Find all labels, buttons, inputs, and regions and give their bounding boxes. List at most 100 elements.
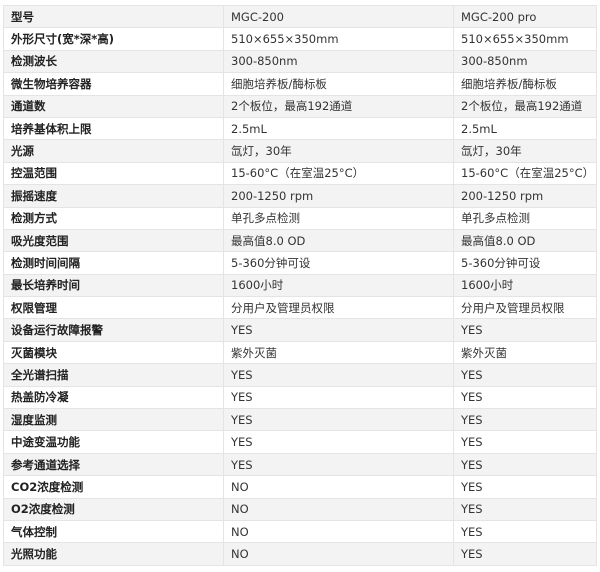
table-cell: 设备运行故障报警 [3,318,224,342]
table-row: 型号 MGC-200 MGC-200 pro [3,4,597,29]
table-cell: 型号 [3,4,224,29]
table-cell: 5-360分钟可设 [453,251,597,275]
table-cell: 细胞培养板/酶标板 [453,72,597,96]
table-cell: 15-60°C（在室温25°C） [453,161,597,186]
table-row: 检测时间间隔 5-360分钟可设 5-360分钟可设 [3,251,597,275]
table-cell: 参考通道选择 [3,452,224,477]
table-cell: 氙灯，30年 [453,139,597,163]
table-cell: 最长培养时间 [3,273,224,298]
table-cell: 气体控制 [3,519,224,544]
table-cell: 培养基体积上限 [3,116,224,141]
table-row: O2浓度检测 NO YES [3,497,597,521]
table-cell: YES [453,318,597,342]
table-cell: 单孔多点检测 [453,206,597,230]
table-row: 外形尺寸(宽*深*高) 510×655×350mm 510×655×350mm [3,27,597,51]
table-cell: 紫外灭菌 [453,340,597,365]
table-cell: YES [453,452,597,477]
table-row: 设备运行故障报警 YES YES [3,318,597,342]
table-cell: YES [223,408,454,432]
table-row: 培养基体积上限 2.5mL 2.5mL [3,116,597,141]
table-cell: 1600小时 [453,273,597,298]
table-cell: MGC-200 pro [453,4,597,29]
table-row: 光源 氙灯，30年 氙灯，30年 [3,139,597,163]
table-row: 检测波长 300-850nm 300-850nm [3,49,597,74]
table-cell: YES [453,497,597,521]
table-cell: O2浓度检测 [3,497,224,521]
table-cell: YES [453,475,597,499]
table-row: 湿度监测 YES YES [3,408,597,432]
table-cell: 单孔多点检测 [223,206,454,230]
table-cell: YES [453,542,597,566]
table-cell: 510×655×350mm [453,27,597,51]
table-cell: 通道数 [3,94,224,118]
table-row: 微生物培养容器 细胞培养板/酶标板 细胞培养板/酶标板 [3,72,597,96]
table-row: 通道数 2个板位，最高192通道 2个板位，最高192通道 [3,94,597,118]
table-row: 灭菌模块 紫外灭菌 紫外灭菌 [3,340,597,365]
table-cell: YES [223,363,454,387]
table-cell: CO2浓度检测 [3,475,224,499]
table-cell: 振摇速度 [3,184,224,208]
table-row: 控温范围 15-60°C（在室温25°C） 15-60°C（在室温25°C） [3,161,597,186]
table-cell: 微生物培养容器 [3,72,224,96]
table-row: 全光谱扫描 YES YES [3,363,597,387]
table-cell: 检测波长 [3,49,224,74]
table-cell: YES [453,430,597,454]
table-cell: 2.5mL [453,116,597,141]
table-row: 检测方式 单孔多点检测 单孔多点检测 [3,206,597,230]
table-cell: 中途变温功能 [3,430,224,454]
table-cell: 200-1250 rpm [453,184,597,208]
table-row: 参考通道选择 YES YES [3,452,597,477]
table-cell: 光照功能 [3,542,224,566]
table-cell: 控温范围 [3,161,224,186]
table-cell: 外形尺寸(宽*深*高) [3,27,224,51]
table-cell: 热盖防冷凝 [3,385,224,410]
table-cell: YES [453,408,597,432]
table-row: 权限管理 分用户及管理员权限 分用户及管理员权限 [3,296,597,320]
table-cell: YES [223,318,454,342]
table-row: 吸光度范围 最高值8.0 OD 最高值8.0 OD [3,228,597,253]
table-cell: 光源 [3,139,224,163]
table-cell: 300-850nm [453,49,597,74]
table-row: 中途变温功能 YES YES [3,430,597,454]
table-cell: 氙灯，30年 [223,139,454,163]
table-cell: 吸光度范围 [3,228,224,253]
table-row: 振摇速度 200-1250 rpm 200-1250 rpm [3,184,597,208]
table-cell: 200-1250 rpm [223,184,454,208]
table-cell: 分用户及管理员权限 [223,296,454,320]
table-cell: 细胞培养板/酶标板 [223,72,454,96]
table-cell: NO [223,497,454,521]
table-cell: 最高值8.0 OD [453,228,597,253]
table-cell: YES [453,385,597,410]
table-cell: 检测时间间隔 [3,251,224,275]
table-row: 最长培养时间 1600小时 1600小时 [3,273,597,298]
table-cell: 1600小时 [223,273,454,298]
table-cell: 2个板位，最高192通道 [223,94,454,118]
table-cell: YES [453,363,597,387]
table-cell: 全光谱扫描 [3,363,224,387]
table-cell: YES [223,430,454,454]
table-cell: 510×655×350mm [223,27,454,51]
table-row: CO2浓度检测 NO YES [3,475,597,499]
table-cell: NO [223,475,454,499]
table-row: 气体控制 NO YES [3,519,597,544]
table-cell: YES [223,385,454,410]
table-cell: NO [223,519,454,544]
table-cell: 权限管理 [3,296,224,320]
table-row: 光照功能 NO YES [3,542,597,566]
table-cell: 检测方式 [3,206,224,230]
table-cell: 湿度监测 [3,408,224,432]
spec-table: 型号 MGC-200 MGC-200 pro 外形尺寸(宽*深*高) 510×655×3… [3,4,597,566]
table-cell: NO [223,542,454,566]
table-cell: YES [453,519,597,544]
table-cell: 灭菌模块 [3,340,224,365]
table-row: 热盖防冷凝 YES YES [3,385,597,410]
table-cell: 300-850nm [223,49,454,74]
table-cell: 15-60°C（在室温25°C） [223,161,454,186]
table-cell: MGC-200 [223,4,454,29]
table-cell: 分用户及管理员权限 [453,296,597,320]
table-cell: YES [223,452,454,477]
table-cell: 2.5mL [223,116,454,141]
table-cell: 2个板位，最高192通道 [453,94,597,118]
table-cell: 最高值8.0 OD [223,228,454,253]
table-cell: 紫外灭菌 [223,340,454,365]
